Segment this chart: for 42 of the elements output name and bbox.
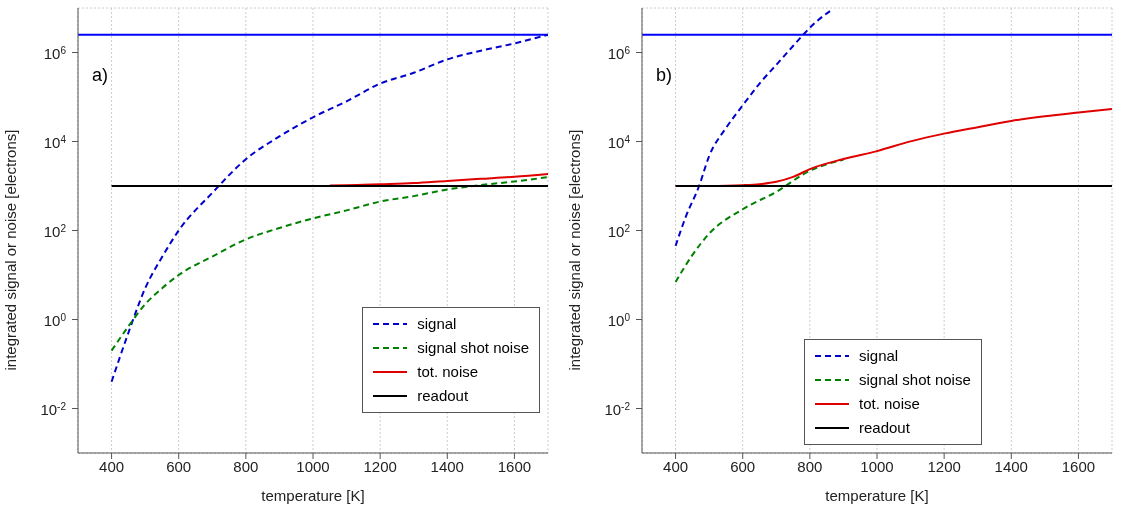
y-tick-label: 10$^{2}$	[607, 222, 631, 240]
y-tick-label: 10$^{0}$	[43, 311, 67, 329]
x-tick-label: 1200	[927, 457, 961, 475]
legend-label: tot. noise	[417, 362, 479, 382]
x-tick-label: 1600	[1061, 457, 1096, 475]
legend-label: signal	[859, 346, 899, 366]
y-tick-label: 10$^{-2}$	[604, 400, 631, 418]
x-tick-label: 400	[99, 457, 125, 475]
legend-label: readout	[859, 418, 910, 438]
y-tick-label: 10$^{2}$	[43, 222, 67, 240]
y-tick-label: 10$^{6}$	[607, 44, 631, 62]
x-tick-label: 1600	[497, 457, 532, 475]
x-axis-title: temperature [K]	[261, 487, 365, 504]
x-tick-label: 1400	[430, 457, 464, 475]
x-tick-label: 600	[166, 457, 192, 475]
y-tick-label: 10$^{4}$	[43, 133, 67, 151]
x-tick-label: 1000	[860, 457, 894, 475]
line-series	[328, 172, 548, 187]
legend-label: signal	[417, 314, 457, 334]
annotation: a)	[92, 65, 109, 86]
y-tick-label: 10$^{0}$	[607, 311, 631, 329]
y-tick-label: 10$^{4}$	[607, 133, 631, 151]
x-axis-title: temperature [K]	[825, 487, 929, 504]
line-series	[110, 33, 548, 383]
y-tick-label: 10$^{-2}$	[40, 400, 67, 418]
x-tick-label: 800	[233, 457, 259, 475]
y-axis-title: integrated signal or noise [electrons]	[566, 129, 584, 371]
y-tick-label: 10$^{6}$	[43, 44, 67, 62]
legend-label: signal shot noise	[417, 338, 529, 358]
x-tick-label: 800	[797, 457, 823, 475]
legend-label: tot. noise	[859, 394, 920, 414]
annotation: b)	[656, 65, 673, 86]
x-tick-label: 1000	[296, 457, 330, 475]
x-tick-label: 1400	[994, 457, 1028, 475]
x-tick-label: 400	[663, 457, 689, 475]
y-axis-title: integrated signal or noise [electrons]	[2, 129, 20, 371]
line-series	[674, 10, 831, 247]
legend-label: readout	[417, 386, 469, 406]
line-series	[674, 158, 845, 283]
legend-label: signal shot noise	[859, 370, 971, 390]
x-tick-label: 600	[730, 457, 756, 475]
x-tick-label: 1200	[363, 457, 397, 475]
